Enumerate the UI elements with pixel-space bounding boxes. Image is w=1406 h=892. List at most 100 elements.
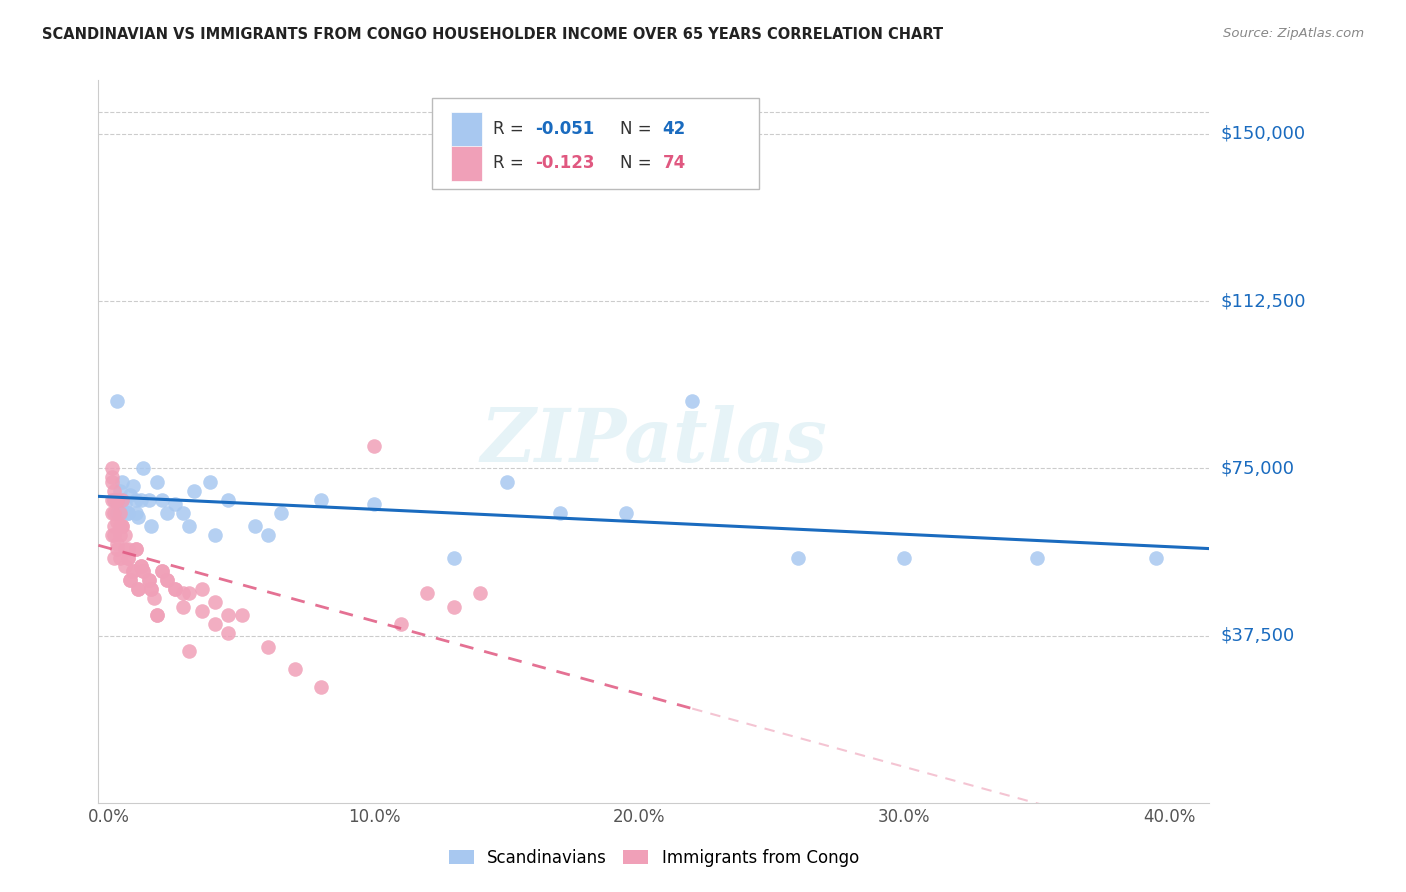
Point (108, 528, 131, 542)
Point (548, 506, 571, 520)
Point (105, 492, 128, 507)
Point (138, 573, 160, 587)
Point (1025, 550, 1047, 565)
Point (105, 394, 128, 409)
Point (120, 573, 142, 587)
Point (111, 519, 134, 533)
Point (681, 394, 703, 409)
Point (100, 461, 122, 475)
Point (108, 550, 131, 565)
Point (103, 492, 125, 507)
Point (150, 564, 173, 578)
Point (129, 559, 152, 574)
Point (243, 519, 266, 533)
Point (156, 573, 179, 587)
Point (495, 475, 517, 489)
Point (124, 506, 146, 520)
Point (309, 680, 332, 694)
Point (103, 506, 125, 520)
Point (114, 559, 136, 574)
Text: -0.051: -0.051 (534, 120, 595, 138)
Point (145, 608, 167, 623)
Point (172, 586, 194, 600)
Point (217, 626, 239, 640)
Point (177, 586, 200, 600)
Point (141, 582, 163, 596)
Text: ZIPatlas: ZIPatlas (481, 405, 827, 478)
Point (108, 483, 131, 498)
Point (198, 475, 221, 489)
Point (103, 550, 125, 565)
Point (100, 528, 122, 542)
Point (117, 550, 139, 565)
Point (100, 506, 122, 520)
Point (105, 537, 128, 551)
Point (127, 510, 149, 524)
Point (103, 519, 125, 533)
Text: $75,000: $75,000 (1220, 459, 1295, 477)
Point (150, 492, 173, 507)
Point (117, 541, 139, 556)
Text: 42: 42 (662, 120, 686, 138)
Point (389, 617, 412, 632)
Point (141, 519, 163, 533)
Point (787, 550, 810, 565)
Point (122, 564, 145, 578)
Point (100, 492, 122, 507)
Point (443, 550, 465, 565)
Point (145, 608, 167, 623)
FancyBboxPatch shape (432, 98, 759, 189)
Point (111, 492, 134, 507)
Text: 74: 74 (662, 154, 686, 172)
Point (172, 506, 194, 520)
Point (165, 582, 187, 596)
Point (217, 608, 239, 623)
Point (122, 564, 145, 578)
Point (129, 492, 152, 507)
Point (114, 528, 136, 542)
Point (165, 582, 187, 596)
Point (114, 497, 136, 511)
Point (127, 582, 149, 596)
Legend: Scandinavians, Immigrants from Congo: Scandinavians, Immigrants from Congo (449, 848, 859, 867)
Point (204, 528, 226, 542)
Point (111, 475, 134, 489)
FancyBboxPatch shape (450, 112, 482, 147)
Point (1144, 550, 1167, 565)
Point (103, 492, 125, 507)
Point (183, 483, 205, 498)
Point (165, 497, 187, 511)
Point (363, 497, 385, 511)
Point (257, 640, 280, 654)
Point (156, 506, 179, 520)
Point (129, 559, 152, 574)
Point (470, 586, 492, 600)
Point (138, 492, 160, 507)
Point (117, 506, 139, 520)
Point (284, 662, 307, 676)
Point (111, 519, 134, 533)
FancyBboxPatch shape (450, 146, 482, 181)
Point (257, 528, 280, 542)
Point (150, 564, 173, 578)
Point (105, 541, 128, 556)
Text: $37,500: $37,500 (1220, 626, 1295, 645)
Text: N =: N = (620, 154, 658, 172)
Point (108, 519, 131, 533)
Point (100, 475, 122, 489)
Point (117, 550, 139, 565)
Point (363, 439, 385, 453)
Point (117, 506, 139, 520)
Point (156, 573, 179, 587)
Point (132, 564, 155, 578)
Point (416, 586, 439, 600)
Point (177, 644, 200, 658)
Text: $112,500: $112,500 (1220, 292, 1306, 310)
Text: R =: R = (492, 154, 529, 172)
Point (114, 541, 136, 556)
Point (120, 488, 142, 502)
Point (132, 461, 155, 475)
Point (124, 541, 146, 556)
Point (443, 599, 465, 614)
Point (191, 604, 214, 618)
